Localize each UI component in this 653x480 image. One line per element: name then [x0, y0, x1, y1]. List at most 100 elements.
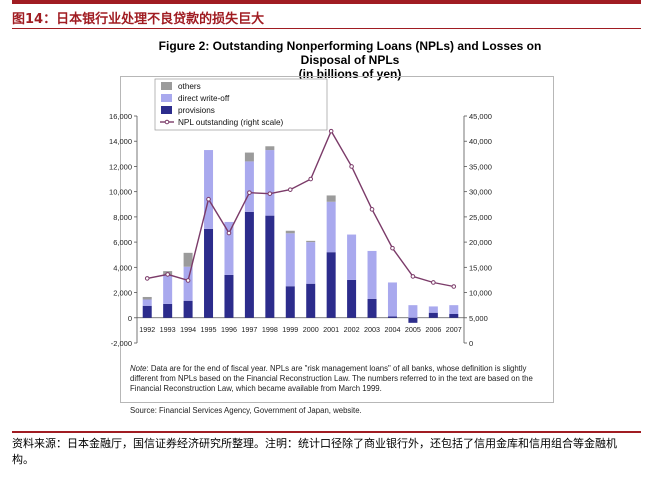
right-tick-label: 45,000 — [469, 112, 492, 121]
x-label-1992: 1992 — [139, 325, 155, 334]
x-label-2007: 2007 — [446, 325, 462, 334]
legend-line-marker — [164, 119, 170, 125]
bar-others-2001 — [326, 195, 336, 202]
right-tick-label: 35,000 — [469, 162, 492, 171]
right-tick-label: 30,000 — [469, 188, 492, 197]
x-label-2000: 2000 — [303, 325, 319, 334]
x-label-1996: 1996 — [221, 325, 237, 334]
npl-line-series — [144, 128, 457, 289]
note-label: Note — [130, 364, 147, 373]
npl-point-1996 — [226, 230, 232, 236]
npl-point-2004 — [390, 245, 395, 251]
bottom-divider — [12, 431, 641, 433]
left-tick-label: 0 — [128, 314, 132, 323]
legend-label-2: provisions — [178, 106, 215, 115]
npl-point-2005 — [410, 274, 416, 279]
chart-title-line2: (in billions of yen) — [298, 67, 402, 81]
bar-direct-write-off-2000 — [306, 242, 316, 284]
npl-point-2007 — [451, 284, 457, 289]
title-divider — [12, 28, 641, 29]
right-tick-label: 40,000 — [469, 137, 492, 146]
npl-point-1997 — [247, 190, 252, 195]
bar-provisions-2005 — [408, 317, 418, 323]
npl-point-2001 — [328, 128, 334, 134]
bar-provisions-2003 — [367, 298, 377, 318]
x-label-1997: 1997 — [241, 325, 257, 334]
bar-direct-write-off-2002 — [347, 234, 357, 280]
x-label-2003: 2003 — [364, 325, 380, 334]
left-tick-label: 6,000 — [113, 238, 132, 247]
legend-swatch-2 — [161, 106, 172, 114]
legend-swatch-0 — [161, 82, 172, 90]
npl-point-2002 — [349, 164, 354, 169]
chart-frame — [120, 76, 554, 403]
right-tick-label: 25,000 — [469, 213, 492, 222]
x-label-2004: 2004 — [384, 325, 400, 334]
bar-direct-write-off-1996 — [224, 221, 234, 275]
bar-others-1997 — [244, 152, 254, 162]
chart-note: Note: Data are for the end of fiscal yea… — [130, 364, 550, 394]
left-tick-label: 10,000 — [109, 188, 132, 197]
bar-direct-write-off-1999 — [285, 233, 295, 287]
bar-provisions-1996 — [224, 274, 234, 318]
left-tick-label: 2,000 — [113, 289, 132, 298]
bar-provisions-1994 — [183, 300, 193, 318]
bar-provisions-2004 — [387, 316, 397, 318]
x-label-2006: 2006 — [425, 325, 441, 334]
chart-source: Source: Financial Services Agency, Gover… — [130, 406, 362, 415]
left-tick-label: 4,000 — [113, 263, 132, 272]
legend-label-1: direct write-off — [178, 94, 230, 103]
bar-provisions-1992 — [142, 305, 152, 318]
right-tick-label: 20,000 — [469, 238, 492, 247]
chart-axes: -2,000 0 2,000 4,000 6,000 8,000 10,000 12,000 1… — [109, 112, 492, 348]
npl-point-1999 — [287, 187, 293, 192]
bar-provisions-1999 — [285, 286, 295, 318]
bar-direct-write-off-1998 — [265, 150, 275, 216]
right-tick-label: 10,000 — [469, 289, 492, 298]
right-tick-label: 5,000 — [469, 314, 488, 323]
npl-point-2003 — [369, 207, 375, 212]
x-label-1995: 1995 — [201, 325, 217, 334]
bar-direct-write-off-2003 — [367, 250, 377, 299]
footer-source-text: 资料来源：日本金融厅，国信证券经济研究所整理。注明：统计口径除了商业银行外，还包… — [12, 437, 617, 466]
npl-point-1998 — [267, 191, 273, 196]
npl-point-2000 — [308, 176, 314, 182]
bar-direct-write-off-1993 — [163, 274, 173, 304]
bar-series — [142, 146, 459, 323]
top-accent-bar — [12, 0, 641, 4]
npl-point-2006 — [431, 280, 436, 285]
npl-point-1993 — [165, 272, 170, 277]
bar-direct-write-off-1997 — [244, 161, 254, 212]
left-tick-label: 8,000 — [113, 213, 132, 222]
left-tick-label: 16,000 — [109, 112, 132, 121]
left-tick-label: 14,000 — [109, 137, 132, 146]
bar-others-1992 — [142, 296, 152, 300]
bar-others-2000 — [306, 240, 316, 243]
note-text: : Data are for the end of fiscal year. N… — [130, 364, 533, 393]
bar-provisions-2006 — [428, 312, 438, 318]
bar-provisions-2007 — [449, 313, 459, 318]
bar-provisions-1997 — [244, 211, 254, 318]
bar-provisions-1995 — [204, 228, 214, 318]
x-label-2005: 2005 — [405, 325, 421, 334]
legend-label-3: NPL outstanding (right scale) — [178, 118, 284, 127]
npl-outstanding-line — [147, 129, 454, 288]
bar-direct-write-off-1994 — [183, 266, 193, 301]
bar-direct-write-off-2007 — [449, 305, 459, 314]
right-tick-label: 0 — [469, 339, 473, 348]
x-label-1998: 1998 — [262, 325, 278, 334]
bar-provisions-2001 — [326, 252, 336, 318]
legend-swatch-1 — [161, 94, 172, 102]
chart-title: Figure 2: Outstanding Nonperforming Loan… — [150, 39, 550, 81]
x-label-2002: 2002 — [344, 325, 360, 334]
npl-point-1995 — [206, 196, 211, 202]
bar-direct-write-off-2006 — [428, 306, 438, 313]
bar-direct-write-off-2001 — [326, 201, 336, 253]
bar-others-1998 — [265, 146, 275, 151]
bar-direct-write-off-2004 — [387, 282, 397, 317]
bar-direct-write-off-1992 — [142, 299, 152, 306]
chart-legend: others direct write-off provisions NPL outs… — [154, 78, 328, 131]
bar-provisions-2002 — [347, 279, 357, 318]
bar-others-1999 — [285, 230, 295, 234]
